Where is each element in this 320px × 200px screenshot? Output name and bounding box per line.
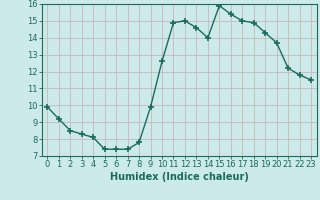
X-axis label: Humidex (Indice chaleur): Humidex (Indice chaleur) (110, 172, 249, 182)
